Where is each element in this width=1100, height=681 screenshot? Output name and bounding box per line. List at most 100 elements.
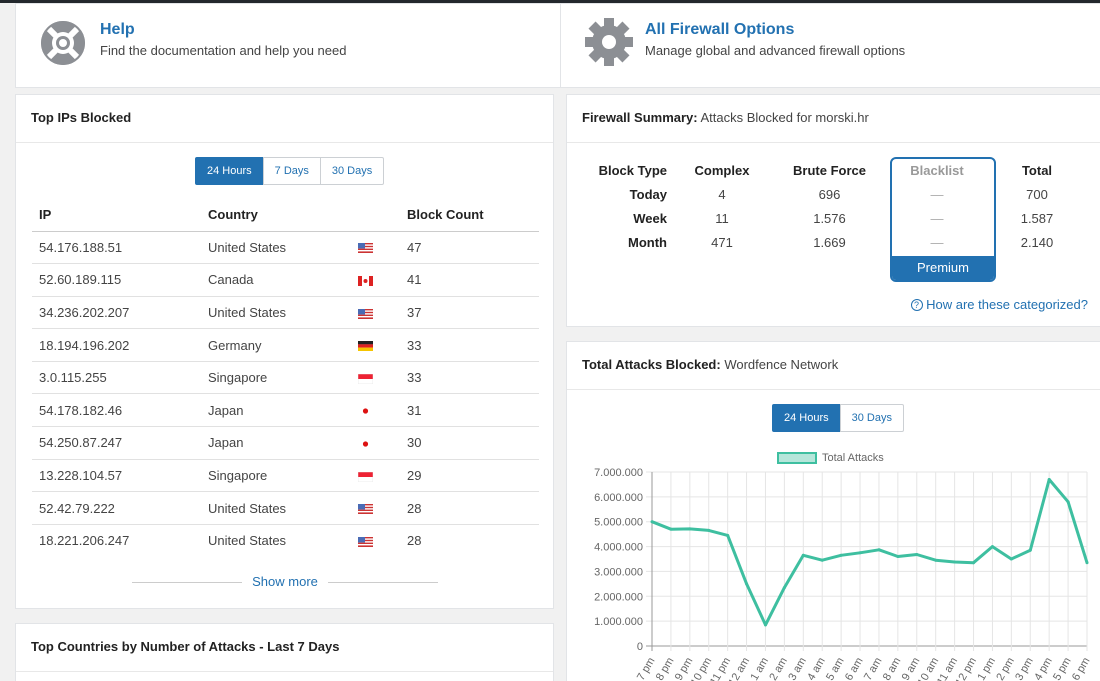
firewall-options-title[interactable]: All Firewall Options — [645, 21, 795, 38]
top-ips-title: Top IPs Blocked — [31, 110, 132, 125]
block-count-cell: 29 — [400, 459, 539, 493]
show-more: Show more — [132, 574, 438, 590]
premium-badge[interactable]: Premium — [892, 256, 994, 280]
data-point — [877, 548, 881, 552]
help-title[interactable]: Help — [100, 21, 135, 38]
table-row: 13.228.104.57 Singapore 29 — [32, 459, 539, 493]
country-cell: Germany — [201, 328, 351, 362]
tab-30-days[interactable]: 30 Days — [839, 404, 904, 432]
data-point — [650, 520, 654, 524]
tab-24-hours[interactable]: 24 Hours — [772, 404, 841, 432]
de-flag-icon — [351, 328, 400, 362]
y-tick-label: 3.000.000 — [594, 566, 643, 578]
complex-value: 11 — [715, 210, 729, 226]
tab-24-hours[interactable]: 24 Hours — [195, 157, 264, 185]
us-flag-icon — [351, 524, 400, 557]
column-header-country[interactable]: Country — [201, 199, 400, 232]
chart-legend[interactable]: Total Attacks — [777, 452, 884, 464]
table-row: 18.194.196.202 Germany 33 — [32, 328, 539, 362]
brute-force-value: 1.576 — [813, 210, 846, 226]
data-point — [1047, 477, 1051, 481]
help-subtitle: Find the documentation and help you need — [100, 43, 347, 58]
top-countries-title: Top Countries by Number of Attacks - Las… — [31, 639, 340, 654]
total-value: 700 — [1026, 186, 1048, 202]
legend-label: Total Attacks — [822, 452, 884, 464]
firewall-options-card[interactable]: All Firewall Options Manage global and a… — [560, 3, 1100, 88]
blacklist-value: — — [930, 234, 944, 250]
summary-header-row: Block Type Complex Brute Force Blacklist… — [585, 158, 1082, 182]
summary-row-label: Month — [628, 234, 667, 250]
ip-cell: 52.42.79.222 — [32, 491, 201, 525]
block-count-cell: 33 — [400, 361, 539, 395]
column-header-block-count[interactable]: Block Count — [400, 199, 539, 232]
country-cell: Japan — [201, 426, 351, 460]
summary-row: Month 471 1.669 — 2.140 — [585, 230, 1082, 254]
us-flag-icon — [351, 231, 400, 265]
total-attacks-panel: Total Attacks Blocked: Wordfence Network… — [566, 341, 1100, 681]
top-ips-range-tabs: 24 Hours 7 Days 30 Days — [195, 157, 385, 185]
summary-row: Today 4 696 — 700 — [585, 182, 1082, 206]
jp-flag-icon — [351, 393, 400, 428]
jp-flag-icon — [351, 426, 400, 460]
data-point — [782, 586, 786, 590]
ip-cell: 18.194.196.202 — [32, 328, 201, 362]
ip-cell: 54.176.188.51 — [32, 231, 201, 265]
column-header-block-type: Block Type — [598, 162, 667, 178]
total-attacks-title: Total Attacks Blocked: — [582, 357, 721, 372]
brute-force-value: 696 — [818, 186, 841, 202]
country-cell: United States — [201, 296, 351, 330]
data-point — [688, 527, 692, 531]
table-row: 34.236.202.207 United States 37 — [32, 296, 539, 330]
firewall-summary-table: Block Type Complex Brute Force Blacklist… — [585, 158, 1082, 254]
data-point — [820, 558, 824, 562]
total-attacks-header: Total Attacks Blocked: Wordfence Network — [567, 342, 1100, 390]
table-row: 52.60.189.115 Canada 41 — [32, 263, 539, 297]
summary-row-label: Today — [629, 186, 667, 202]
summary-row: Week 11 1.576 — 1.587 — [585, 206, 1082, 230]
ip-cell: 18.221.206.247 — [39, 533, 130, 549]
ca-flag-icon — [351, 263, 400, 297]
country-cell: United States — [201, 231, 351, 265]
firewall-summary-header: Firewall Summary: Attacks Blocked for mo… — [567, 95, 1100, 143]
column-header-brute-force: Brute Force — [793, 162, 866, 178]
block-count-cell: 41 — [400, 263, 539, 297]
column-header-blacklist: Blacklist — [910, 162, 964, 178]
show-more-link[interactable]: Show more — [252, 574, 318, 589]
divider — [132, 582, 242, 583]
top-countries-header: Top Countries by Number of Attacks - Las… — [16, 624, 553, 672]
ip-cell: 3.0.115.255 — [32, 361, 201, 395]
gear-icon — [585, 18, 633, 66]
complex-value: 4 — [718, 186, 726, 202]
data-point — [1028, 548, 1032, 552]
categorized-help-label[interactable]: How are these categorized? — [926, 297, 1088, 312]
y-tick-label: 0 — [637, 641, 643, 653]
firewall-summary-subtitle: Attacks Blocked for morski.hr — [697, 110, 869, 125]
block-count-cell: 28 — [407, 533, 422, 549]
top-ips-header: Top IPs Blocked — [16, 95, 553, 143]
column-header-ip[interactable]: IP — [32, 199, 201, 232]
data-point — [858, 551, 862, 555]
help-card[interactable]: Help Find the documentation and help you… — [15, 3, 561, 88]
data-point — [801, 553, 805, 557]
ip-cell: 34.236.202.207 — [32, 296, 201, 330]
tab-30-days[interactable]: 30 Days — [319, 157, 385, 185]
sg-flag-icon — [351, 361, 400, 395]
firewall-summary-title: Firewall Summary: — [582, 110, 698, 125]
data-point — [763, 623, 767, 627]
block-count-cell: 47 — [400, 231, 539, 265]
series-line-total-attacks — [651, 478, 1089, 627]
total-attacks-subtitle: Wordfence Network — [720, 357, 839, 372]
y-tick-label: 7.000.000 — [594, 467, 643, 479]
tab-7-days[interactable]: 7 Days — [262, 157, 321, 185]
country-cell: Canada — [201, 263, 351, 297]
y-tick-label: 1.000.000 — [594, 616, 643, 628]
categorized-help-link[interactable]: ? How are these categorized? — [910, 297, 1088, 312]
complex-value: 471 — [711, 234, 733, 250]
ip-cell: 13.228.104.57 — [32, 459, 201, 493]
divider — [328, 582, 438, 583]
total-attacks-chart: 7.000.000 6.000.000 5.000.000 4.000.000 3.00… — [594, 467, 1093, 681]
country-cell: Singapore — [201, 459, 351, 493]
blacklist-premium-box[interactable]: Premium — [890, 157, 996, 282]
x-tick-label: 6 pm — [1070, 656, 1093, 681]
country-cell: Japan — [201, 393, 351, 428]
